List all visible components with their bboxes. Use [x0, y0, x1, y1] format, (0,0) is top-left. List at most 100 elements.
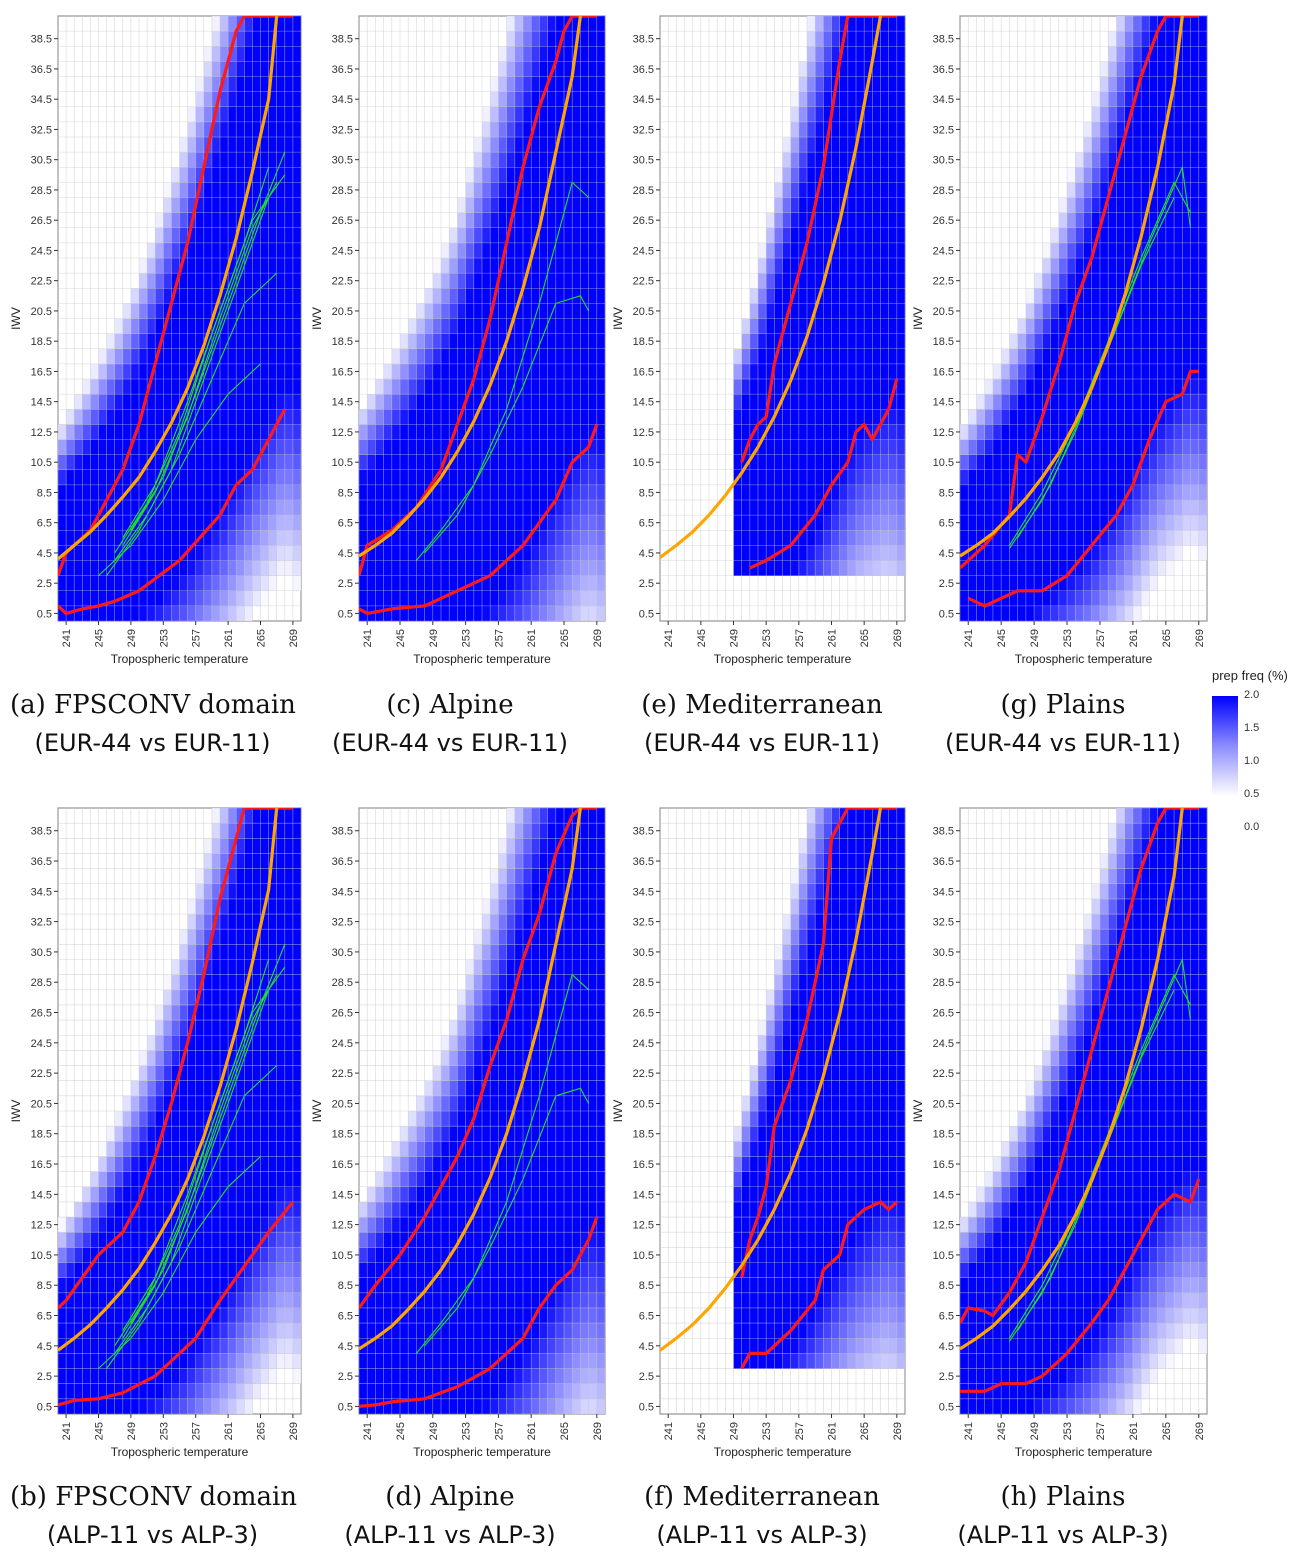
heatmap-cell: [400, 455, 409, 470]
heatmap-cell: [252, 1353, 260, 1368]
heatmap-cell: [163, 1172, 171, 1187]
heatmap-cell: [147, 606, 155, 621]
heatmap-cell: [441, 288, 450, 303]
heatmap-cell: [823, 303, 831, 318]
heatmap-cell: [228, 1263, 236, 1278]
heatmap-cell: [1042, 515, 1051, 530]
heatmap-cell: [285, 440, 293, 455]
heatmap-cell: [564, 288, 573, 303]
heatmap-cell: [196, 77, 204, 92]
y-axis: 0.52.54.56.58.510.512.514.516.518.520.52…: [31, 34, 58, 621]
heatmap-cell: [1051, 303, 1060, 318]
heatmap-cell: [758, 303, 766, 318]
heatmap-cell: [832, 364, 840, 379]
heatmap-cell: [1191, 46, 1200, 61]
heatmap-cell: [548, 424, 557, 439]
heatmap-cell: [196, 1096, 204, 1111]
heatmap-cell: [416, 379, 425, 394]
heatmap-cell: [204, 990, 212, 1005]
heatmap-cell: [236, 1217, 244, 1232]
heatmap-cell: [367, 1263, 376, 1278]
heatmap-cell: [1034, 303, 1043, 318]
heatmap-cell: [482, 107, 491, 122]
heatmap-cell: [856, 364, 864, 379]
heatmap-cell: [285, 77, 293, 92]
heatmap-cell: [163, 591, 171, 606]
heatmap-cell: [252, 576, 260, 591]
heatmap-cell: [572, 213, 581, 228]
heatmap-cell: [196, 470, 204, 485]
y-tick-label: 10.5: [31, 457, 52, 469]
heatmap-cell: [889, 243, 897, 258]
heatmap-cell: [171, 213, 179, 228]
heatmap-cell: [277, 899, 285, 914]
heatmap-cell: [131, 1353, 139, 1368]
heatmap-cell: [897, 31, 905, 46]
heatmap-cell: [872, 273, 880, 288]
heatmap-cell: [1199, 334, 1208, 349]
heatmap-cell: [359, 1247, 368, 1262]
heatmap-cell: [82, 515, 90, 530]
heatmap-cell: [864, 394, 872, 409]
heatmap-cell: [293, 92, 301, 107]
heatmap-cell: [252, 515, 260, 530]
heatmap-cell: [74, 440, 82, 455]
heatmap-cell: [220, 914, 228, 929]
heatmap-cell: [507, 137, 515, 152]
heatmap-cell: [993, 364, 1002, 379]
heatmap-cell: [791, 424, 799, 439]
heatmap-cell: [1166, 273, 1175, 288]
grid-lines: [58, 16, 301, 621]
heatmap-cell: [285, 92, 293, 107]
heatmap-cell: [580, 213, 589, 228]
heatmap-cell: [115, 1399, 123, 1414]
heatmap-cell: [774, 228, 782, 243]
heatmap-cell: [572, 470, 581, 485]
heatmap-cell: [531, 273, 540, 288]
heatmap-cell: [548, 349, 557, 364]
heatmap-cell: [293, 1066, 301, 1081]
heatmap-cell: [1133, 122, 1142, 137]
heatmap-cell: [515, 576, 524, 591]
heatmap-cell: [1125, 152, 1134, 167]
heatmap-cell: [293, 869, 301, 884]
heatmap-cell: [212, 1217, 220, 1232]
y-axis-title: IWV: [911, 307, 925, 330]
heatmap-cell: [1108, 228, 1117, 243]
heatmap-cell: [1034, 364, 1043, 379]
heatmap-cell: [261, 394, 269, 409]
y-tick-label: 12.5: [332, 427, 353, 439]
heatmap-cell: [791, 334, 799, 349]
heatmap-cell: [252, 440, 260, 455]
heatmap-cell: [815, 515, 823, 530]
heatmap-cell: [66, 424, 74, 439]
heatmap-cell: [758, 364, 766, 379]
heatmap-cell: [359, 1308, 368, 1323]
heatmap-cell: [889, 424, 897, 439]
heatmap-cell: [99, 455, 107, 470]
heatmap-cell: [277, 838, 285, 853]
heatmap-cell: [1100, 273, 1109, 288]
heatmap-cell: [204, 500, 212, 515]
y-axis-title: IWV: [310, 307, 324, 330]
heatmap-cell: [212, 1005, 220, 1020]
heatmap-cell: [1100, 167, 1109, 182]
y-tick-label: 6.5: [338, 518, 353, 530]
heatmap-cell: [269, 258, 277, 273]
heatmap-cell: [188, 576, 196, 591]
heatmap-cell: [783, 364, 791, 379]
heatmap-cell: [212, 838, 220, 853]
heatmap-cell: [1108, 606, 1117, 621]
heatmap-cell: [864, 137, 872, 152]
y-tick-label: 36.5: [332, 64, 353, 76]
heatmap-cell: [807, 182, 815, 197]
heatmap-cell: [856, 167, 864, 182]
heatmap-cell: [252, 1156, 260, 1171]
heatmap-cell: [1001, 545, 1010, 560]
heatmap-cell: [293, 167, 301, 182]
heatmap-cell: [1051, 561, 1060, 576]
heatmap-cell: [889, 303, 897, 318]
heatmap-cell: [482, 182, 491, 197]
heatmap-cell: [408, 591, 417, 606]
heatmap-cell: [155, 364, 163, 379]
